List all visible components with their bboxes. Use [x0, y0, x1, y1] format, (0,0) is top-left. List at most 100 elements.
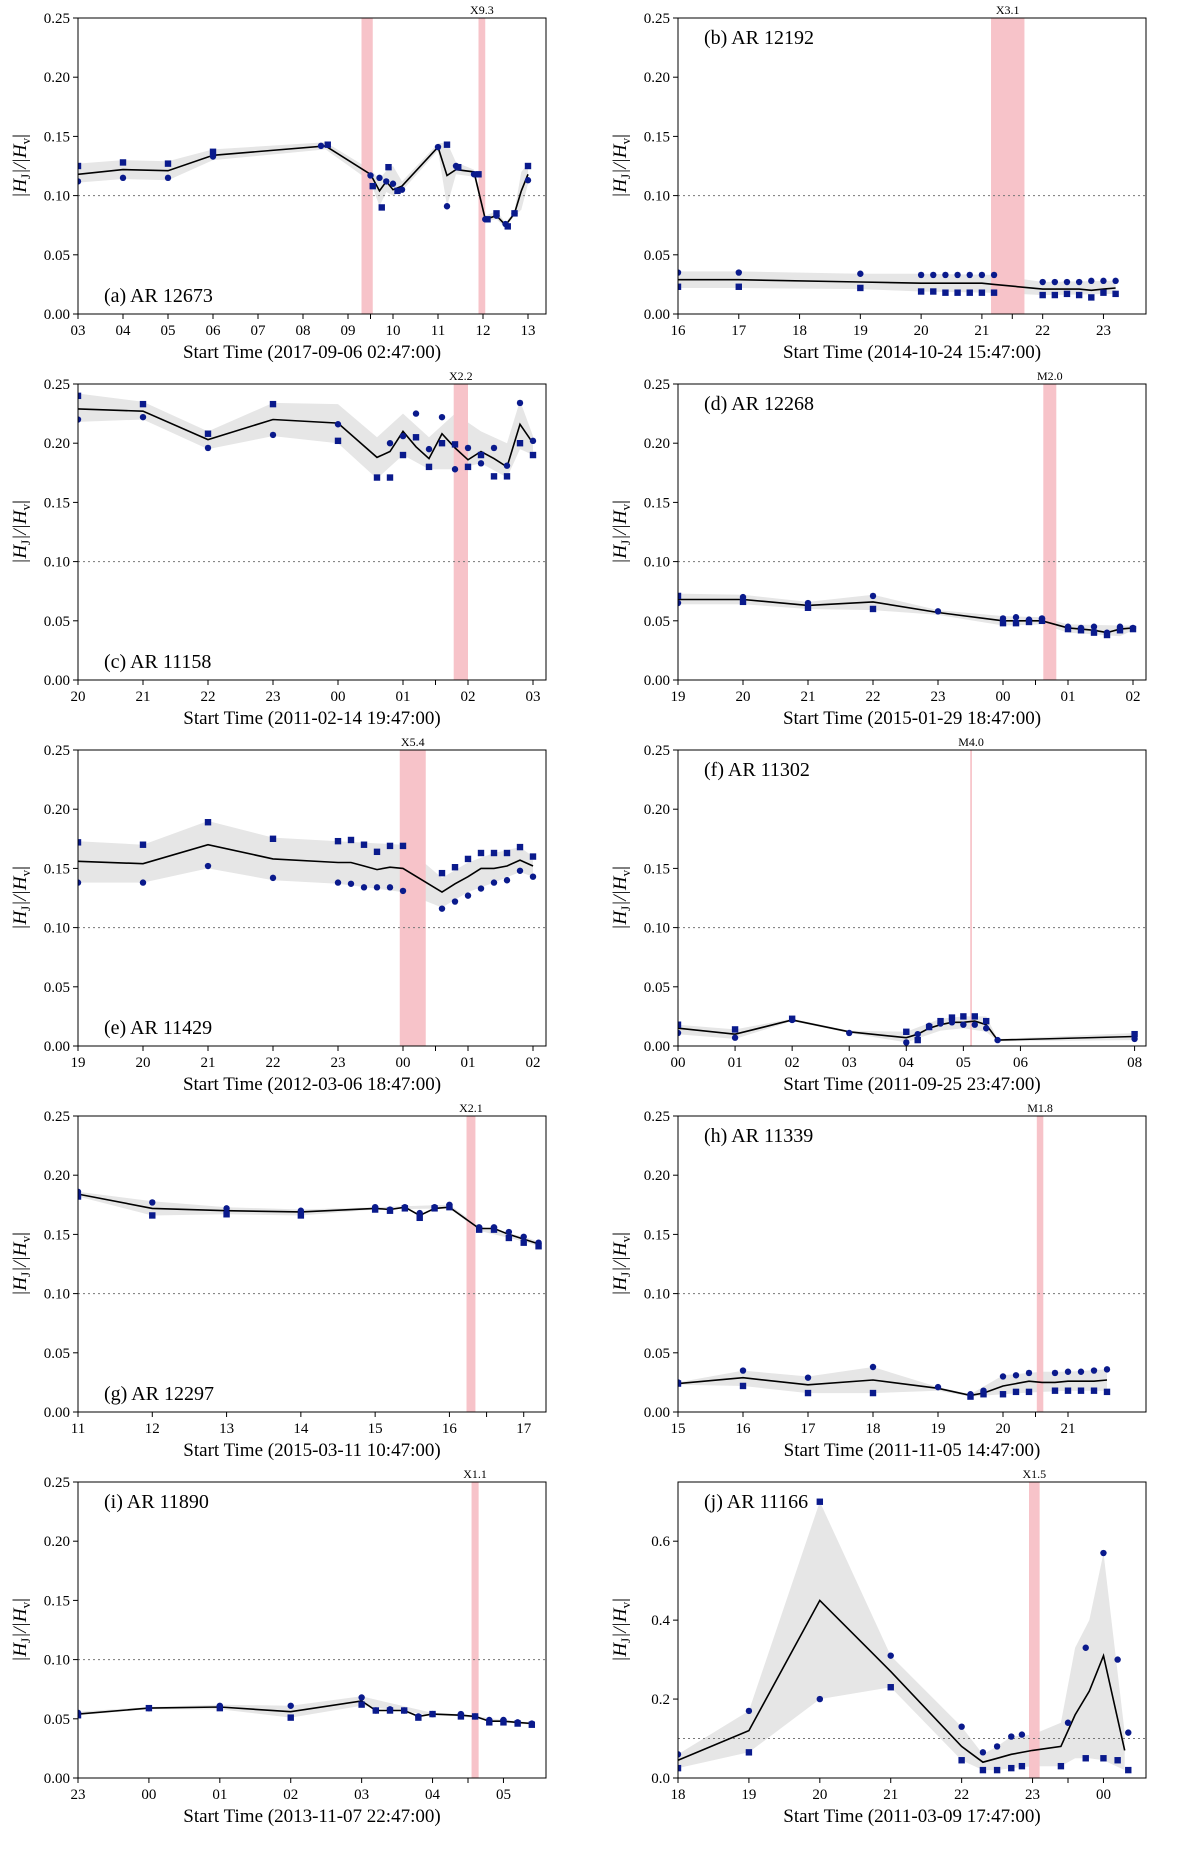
data-point-square	[739, 1382, 747, 1390]
flare-label: X2.2	[449, 369, 473, 383]
y-axis-label-part: |/|H	[10, 1607, 31, 1638]
data-point-square	[1090, 629, 1098, 636]
mean-line	[78, 408, 534, 469]
data-point-circle	[1051, 1369, 1059, 1377]
x-tick-label: 11	[71, 1421, 85, 1437]
flare-band	[1036, 1116, 1044, 1412]
data-point-square	[464, 855, 472, 863]
data-point-square	[678, 1764, 682, 1772]
plot-area	[678, 1482, 1146, 1778]
data-point-square	[505, 1234, 513, 1242]
data-point-circle	[999, 1373, 1007, 1380]
x-tick-label: 10	[386, 323, 401, 339]
y-tick-label: 0.05	[644, 614, 670, 630]
data-point-circle	[804, 1374, 812, 1381]
uncertainty-band	[78, 142, 528, 228]
y-axis-label-part: v	[618, 503, 633, 510]
data-point-circle	[451, 898, 459, 905]
y-tick-label: 0.00	[644, 307, 670, 323]
x-tick-label: 20	[812, 1787, 827, 1803]
data-point-square	[446, 1203, 453, 1211]
data-point-circle	[1088, 277, 1095, 285]
y-axis-label-part: |/|H	[610, 1607, 631, 1638]
data-point-circle	[367, 172, 374, 179]
flare-band	[399, 750, 426, 1046]
data-point-circle	[358, 1694, 365, 1701]
x-axis-label: Start Time (2015-03-11 10:47:00)	[183, 1440, 440, 1461]
y-tick-label: 0.00	[644, 673, 670, 689]
plot-area	[678, 18, 1146, 314]
data-point-circle	[516, 399, 524, 407]
data-point-circle	[520, 1233, 527, 1240]
x-tick-label: 03	[354, 1787, 369, 1803]
axes-frame	[77, 1481, 547, 1779]
data-point-circle	[934, 608, 942, 615]
data-point-square	[373, 848, 381, 856]
data-point-square	[438, 440, 446, 447]
y-axis-label-part: |/|H	[10, 509, 31, 540]
y-tick-label: 0.15	[44, 1227, 70, 1243]
data-point-square	[1131, 1030, 1138, 1038]
data-point-square	[930, 288, 937, 295]
x-tick-label: 01	[461, 1055, 476, 1071]
x-tick-label: 09	[341, 323, 356, 339]
panel-label: (f) AR 11302	[704, 759, 810, 781]
y-tick-label: 0.10	[44, 1653, 70, 1669]
flare-band	[1043, 384, 1057, 680]
x-tick-label: 12	[476, 323, 491, 339]
data-point-circle	[1012, 614, 1020, 621]
y-axis-label-part: |	[610, 134, 631, 138]
x-tick-label: 19	[71, 1055, 86, 1071]
data-point-circle	[678, 1751, 682, 1758]
y-tick-label: 0.20	[44, 1534, 70, 1550]
panel-j: X1.5 0.0 0.2 0.4 0.6 18 19 20 21 22 23 00 Start Time…	[610, 1467, 1147, 1827]
x-tick-label: 21	[883, 1787, 898, 1803]
uncertainty-band	[78, 1696, 532, 1725]
data-point-square	[804, 1389, 812, 1397]
data-point-square	[1025, 1388, 1033, 1396]
data-point-circle	[978, 271, 986, 279]
y-tick-label: 0.25	[644, 377, 670, 393]
y-axis-label-part: |H	[10, 544, 31, 564]
y-axis-label-part: |/|H	[610, 875, 631, 906]
data-point-circle	[1063, 278, 1071, 286]
axes-frame	[677, 383, 1147, 681]
x-tick-label: 20	[996, 1421, 1011, 1437]
data-point-square	[372, 1707, 380, 1714]
y-tick-label: 0.25	[644, 1109, 670, 1125]
y-axis-label-part: v	[618, 869, 633, 876]
data-point-circle	[934, 1383, 942, 1391]
y-tick-label: 0.05	[644, 248, 670, 264]
x-tick-label: 19	[853, 323, 868, 339]
data-point-square	[438, 869, 446, 877]
data-point-square	[1064, 1387, 1072, 1394]
data-point-square	[1082, 1755, 1089, 1762]
y-tick-label: 0.15	[44, 495, 70, 511]
data-point-square	[971, 1013, 978, 1020]
axes-frame	[77, 17, 547, 315]
axes-frame	[677, 1115, 1147, 1413]
y-axis-label: |HJ|/|Hv|	[610, 134, 633, 198]
data-point-square	[1090, 1387, 1098, 1394]
x-tick-label: 08	[296, 323, 311, 339]
mean-line	[78, 1700, 532, 1725]
x-tick-label: 04	[899, 1055, 915, 1071]
data-point-square	[1063, 290, 1071, 298]
data-point-square	[990, 289, 998, 296]
y-axis-label-part: J	[18, 1638, 33, 1643]
data-point-circle	[678, 599, 682, 607]
data-point-circle	[269, 431, 277, 439]
y-tick-label: 0.20	[44, 802, 70, 818]
data-point-circle	[505, 1228, 513, 1236]
flare-band	[970, 750, 972, 1046]
data-point-square	[1038, 617, 1046, 624]
plot-area	[78, 18, 546, 314]
data-point-square	[735, 283, 742, 290]
data-point-circle	[869, 1363, 877, 1371]
data-point-square	[1112, 290, 1119, 298]
data-point-square	[451, 441, 459, 448]
data-point-circle	[914, 1030, 921, 1038]
y-tick-label: 0.15	[644, 1227, 670, 1243]
data-point-square	[678, 283, 682, 290]
